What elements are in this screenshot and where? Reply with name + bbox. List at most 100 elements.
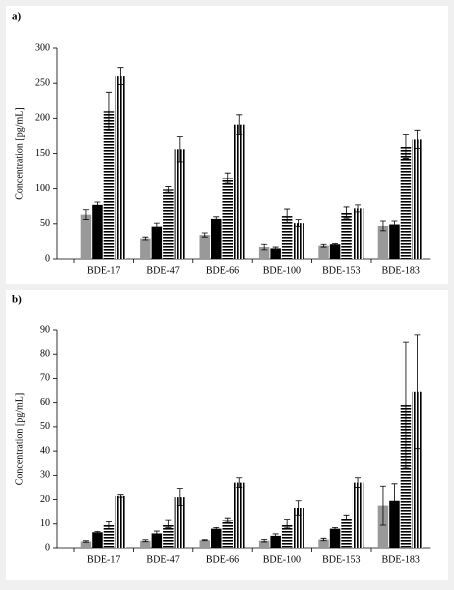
error-bar — [272, 533, 279, 539]
bar — [199, 235, 210, 259]
x-tick-label: BDE-17 — [87, 554, 120, 565]
bar — [234, 482, 245, 548]
y-tick-label: 0 — [45, 253, 50, 264]
y-tick-label: 250 — [35, 77, 50, 88]
bar — [293, 223, 304, 259]
y-tick-label: 70 — [40, 373, 50, 384]
error-bar — [176, 488, 183, 507]
x-tick-label: BDE-183 — [382, 554, 420, 565]
error-bar — [117, 67, 124, 85]
bar — [270, 535, 281, 548]
error-bar — [379, 485, 386, 526]
y-axis-label: Concentration [pg/mL] — [14, 107, 25, 199]
bar — [234, 124, 245, 259]
bar — [389, 224, 400, 259]
error-bar — [355, 204, 362, 213]
bar — [341, 517, 352, 548]
error-bar — [402, 134, 409, 159]
y-tick-label: 0 — [45, 542, 50, 553]
y-tick-label: 30 — [40, 470, 50, 481]
y-tick-label: 10 — [40, 518, 50, 529]
bar — [258, 247, 270, 259]
error-bar — [320, 537, 327, 542]
error-bar — [201, 232, 208, 238]
error-bar — [236, 114, 243, 135]
error-bar — [295, 500, 302, 516]
bar — [199, 540, 210, 548]
error-bar — [105, 91, 112, 131]
error-bar — [391, 483, 398, 519]
error-bar — [414, 334, 421, 450]
error-bar — [201, 539, 208, 542]
y-tick-label: 40 — [40, 445, 50, 456]
error-bar — [261, 243, 268, 251]
error-bar — [142, 236, 149, 241]
y-tick-label: 80 — [40, 349, 50, 360]
bar — [222, 178, 233, 259]
bar — [341, 212, 352, 259]
bar — [270, 248, 281, 259]
x-tick-label: BDE-153 — [322, 265, 360, 276]
y-tick-label: 150 — [35, 148, 50, 159]
bar — [211, 218, 222, 259]
error-bar — [320, 243, 327, 248]
error-bar — [213, 216, 220, 222]
error-bar — [272, 246, 279, 251]
bar — [151, 533, 163, 548]
bar — [281, 216, 293, 259]
error-bar — [153, 530, 160, 537]
error-bar — [284, 208, 291, 224]
x-tick-label: BDE-183 — [382, 265, 420, 276]
y-tick-label: 90 — [40, 324, 50, 335]
bar — [377, 505, 389, 548]
bar — [80, 541, 92, 548]
bar — [92, 532, 103, 548]
bar — [163, 523, 174, 548]
bar — [103, 111, 115, 259]
error-bar — [284, 519, 291, 529]
x-tick-label: BDE-66 — [206, 265, 239, 276]
bar — [318, 245, 329, 259]
error-bar — [153, 222, 160, 231]
bar — [140, 540, 151, 548]
error-bar — [213, 527, 220, 531]
bar — [140, 238, 151, 259]
error-bar — [332, 527, 339, 531]
error-bar — [343, 514, 350, 521]
y-tick-label: 20 — [40, 494, 50, 505]
error-bar — [414, 129, 421, 149]
bar — [412, 391, 423, 548]
panel-label: b) — [12, 294, 22, 306]
x-tick-label: BDE-66 — [206, 554, 239, 565]
error-bar — [142, 539, 149, 543]
error-bar — [165, 519, 172, 528]
bar — [174, 149, 186, 259]
error-bar — [165, 186, 172, 193]
error-bar — [105, 520, 112, 530]
bar — [222, 520, 233, 548]
error-bar — [94, 201, 101, 209]
y-tick-label: 200 — [35, 113, 50, 124]
bar — [400, 405, 412, 548]
error-bar — [355, 477, 362, 488]
x-tick-label: BDE-47 — [146, 554, 179, 565]
bar — [352, 482, 364, 548]
error-bar — [224, 172, 231, 184]
error-bar — [295, 219, 302, 228]
error-bar — [261, 539, 268, 543]
y-axis-label: Concentration [pg/mL] — [14, 393, 25, 485]
error-bar — [343, 206, 350, 219]
bar — [115, 495, 126, 548]
bar — [412, 139, 423, 259]
bar — [174, 497, 186, 548]
bar — [211, 528, 222, 548]
y-tick-label: 50 — [40, 421, 50, 432]
error-bar — [94, 531, 101, 534]
y-tick-label: 50 — [40, 218, 50, 229]
error-bar — [236, 477, 243, 488]
x-tick-label: BDE-100 — [263, 554, 301, 565]
error-bar — [402, 341, 409, 469]
bar — [352, 208, 364, 259]
bar — [400, 146, 412, 259]
